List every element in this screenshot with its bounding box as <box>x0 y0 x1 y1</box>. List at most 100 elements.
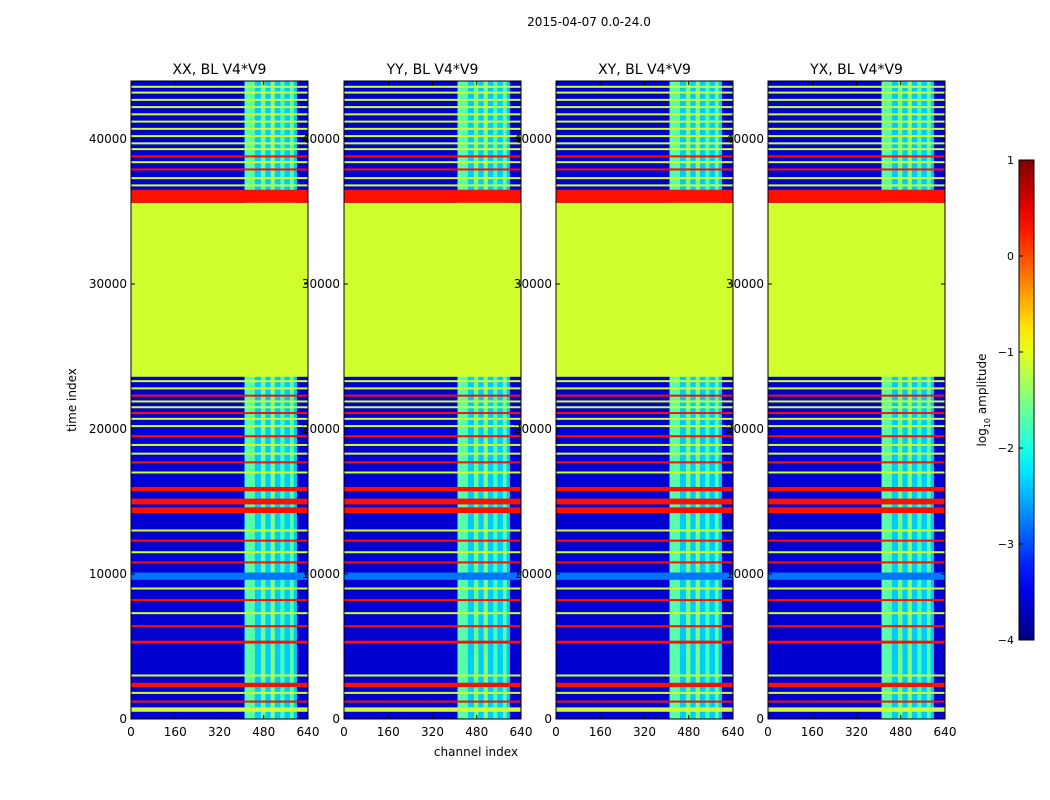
flag-line <box>344 394 521 397</box>
y-tick-label: 30000 <box>514 277 552 291</box>
flag-block <box>556 572 733 580</box>
y-tick-label: 20000 <box>89 422 127 436</box>
colorbar: 1 0 −1 −2 −3 −4 log10 amplitude <box>975 154 1035 647</box>
flag-line <box>768 539 945 542</box>
flag-line <box>768 113 945 116</box>
flag-line <box>344 674 521 677</box>
panel-4: YX, BL V4*V9 0 160 320 480 640 0 10000 20000 3000… <box>726 62 957 739</box>
flag-line <box>768 674 945 677</box>
flag-line <box>131 142 308 145</box>
flag-line <box>556 387 733 390</box>
flag-line <box>131 417 308 420</box>
flag-line <box>556 184 733 187</box>
flag-line <box>131 85 308 88</box>
flag-line <box>131 113 308 116</box>
flag-line <box>344 417 521 420</box>
flag-line <box>131 120 308 123</box>
flag-line <box>768 91 945 94</box>
flag-line <box>344 406 521 409</box>
x-tick-label: 320 <box>421 725 444 739</box>
flag-line <box>768 612 945 615</box>
y-tick-label: 40000 <box>302 132 340 146</box>
flag-line <box>768 380 945 383</box>
flag-block <box>556 202 733 377</box>
flag-line <box>131 461 308 464</box>
flag-line <box>556 161 733 164</box>
y-tick-label: 40000 <box>514 132 552 146</box>
flag-line <box>768 394 945 397</box>
flag-line <box>131 471 308 474</box>
panel-title: YX, BL V4*V9 <box>809 62 903 78</box>
flag-line <box>556 539 733 542</box>
flag-line <box>131 98 308 101</box>
flag-line <box>556 417 733 420</box>
x-tick-label: 640 <box>510 725 533 739</box>
flag-block <box>344 507 521 514</box>
flag-block <box>131 487 308 492</box>
flag-line <box>344 539 521 542</box>
flag-line <box>131 184 308 187</box>
y-axis-label: time index <box>65 368 79 432</box>
flag-block <box>344 682 521 688</box>
flag-line <box>344 612 521 615</box>
x-tick-label: 320 <box>208 725 231 739</box>
flag-line <box>556 529 733 532</box>
rfi-column <box>695 81 700 719</box>
flag-line <box>556 91 733 94</box>
flag-line <box>556 98 733 101</box>
flag-block <box>131 202 308 377</box>
flag-line <box>556 113 733 116</box>
flag-line <box>131 452 308 455</box>
flag-line <box>344 148 521 151</box>
flag-line <box>768 406 945 409</box>
flag-line <box>131 380 308 383</box>
flag-block <box>768 507 945 514</box>
panels-group: XX, BL V4*V9 0 160 320 480 640 0 10000 20000 3000… <box>89 62 957 739</box>
flag-line <box>131 691 308 694</box>
y-tick-label: 10000 <box>302 567 340 581</box>
flag-line <box>344 561 521 564</box>
flag-line <box>131 425 308 428</box>
flag-line <box>556 435 733 438</box>
flag-line <box>556 425 733 428</box>
rfi-column <box>897 81 903 719</box>
figure-title: 2015-04-07 0.0-24.0 <box>527 15 651 29</box>
flag-line <box>768 691 945 694</box>
y-tick-label: 0 <box>332 712 340 726</box>
x-tick-label: 320 <box>845 725 868 739</box>
rfi-column <box>270 81 275 719</box>
flag-block <box>344 189 521 203</box>
flag-line <box>344 155 521 158</box>
flag-line <box>556 135 733 138</box>
flag-line <box>768 700 945 703</box>
flag-line <box>556 691 733 694</box>
x-tick-label: 160 <box>377 725 400 739</box>
flag-line <box>344 387 521 390</box>
y-tick-label: 10000 <box>726 567 764 581</box>
flag-line <box>344 106 521 109</box>
flag-line <box>344 85 521 88</box>
flag-line <box>768 387 945 390</box>
flag-block <box>131 640 308 644</box>
colorbar-tick-label: 1 <box>1007 154 1014 167</box>
x-tick-label: 160 <box>589 725 612 739</box>
flag-block <box>768 202 945 377</box>
flag-line <box>131 155 308 158</box>
flag-line <box>556 155 733 158</box>
flag-line <box>556 120 733 123</box>
flag-block <box>768 682 945 688</box>
rfi-column <box>927 81 931 719</box>
flag-block <box>344 640 521 644</box>
x-tick-label: 480 <box>889 725 912 739</box>
flag-line <box>556 168 733 171</box>
flag-line <box>556 406 733 409</box>
flag-line <box>131 599 308 602</box>
flag-line <box>556 127 733 130</box>
flag-line <box>556 471 733 474</box>
colorbar-scale <box>1018 159 1035 641</box>
flag-line <box>131 539 308 542</box>
flag-line <box>556 599 733 602</box>
y-tick-label: 20000 <box>302 422 340 436</box>
flag-line <box>131 135 308 138</box>
